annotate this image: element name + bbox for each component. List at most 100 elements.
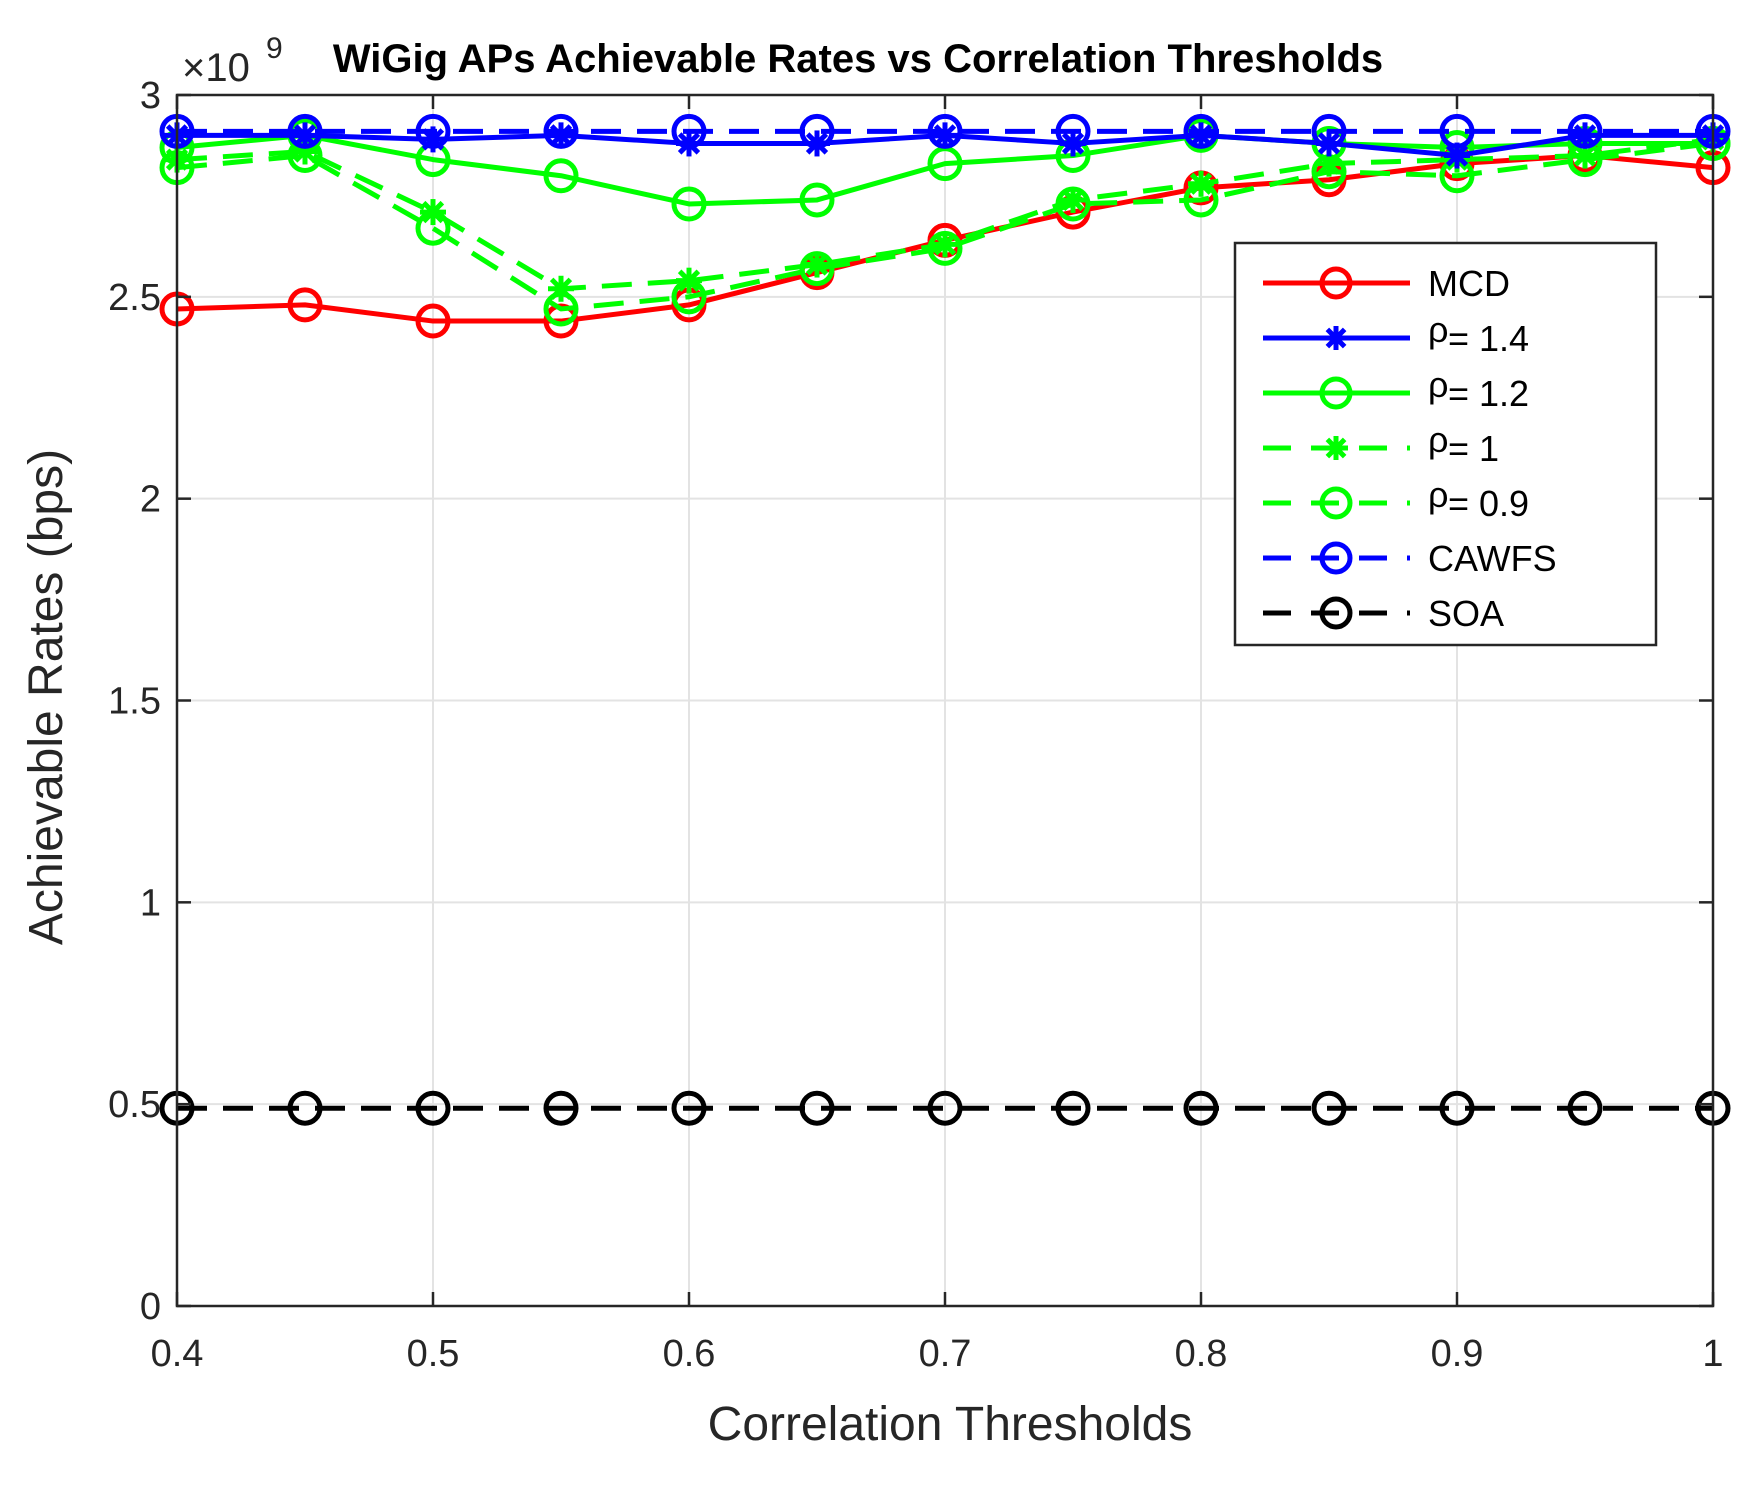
data-point-mcd [287,287,323,323]
legend-box [1233,241,1658,647]
tick-layer: 0.4 0.5 0.6 0.7 0.8 0.9 1 0 0.5 1 1.5 2 2.5 3 [108,75,1723,1375]
legend-marker [1324,326,1348,350]
data-point-soa [671,1090,707,1126]
asterisk-stroke [677,132,701,155]
data-point-rho-1-2 [671,186,707,222]
y-tick-label: 1.5 [108,681,161,723]
data-point-rho-0-9 [1055,186,1091,222]
data-point-rho-0-9 [799,251,835,287]
legend-entry-rho-1-4: ρ = 1.4 [1263,309,1529,359]
data-point-soa [1567,1090,1603,1126]
data-point-rho-1-4 [1060,130,1086,157]
data-point-soa [1439,1090,1475,1126]
asterisk-stroke [1061,132,1085,155]
data-point-soa [1055,1090,1091,1126]
series-line-rho-0-9 [176,140,1714,312]
data-point-rho-1-4 [292,122,318,149]
x-tick-label: 1 [1702,1333,1723,1375]
data-point-rho-1-4 [1444,142,1470,169]
asterisk-stroke [933,124,957,147]
data-point-soa [799,1090,835,1126]
legend-marker [1319,266,1353,300]
y-tick-label: 2.5 [108,277,161,319]
y-axis-label: Achievable Rates (bps) [20,449,73,945]
x-tick-label: 0.7 [919,1333,972,1375]
data-point-rho-1-4 [1316,130,1342,157]
asterisk-stroke [421,128,445,151]
y-axis-exponent: 9 [266,32,283,65]
data-point-soa [543,1090,579,1126]
data-point-rho-1-4 [420,126,446,153]
data-point-rho-0-9 [1183,182,1219,218]
asterisk-stroke [1573,124,1597,147]
asterisk-stroke [1445,144,1469,167]
data-point-rho-1-4 [1572,122,1598,149]
legend-label: CAWFS [1428,538,1557,579]
legend-marker [1319,541,1353,575]
legend-entry-soa: SOA [1263,593,1504,634]
legend-label: = 1.2 [1448,373,1529,414]
asterisk-stroke [549,124,573,147]
legend-symbol: ρ [1428,309,1448,350]
legend-entry-cawfs: CAWFS [1263,538,1557,579]
y-tick-label: 0 [140,1286,161,1328]
legend-entry-rho-1: ρ = 1 [1263,419,1499,469]
y-tick-label: 1 [140,882,161,924]
asterisk-stroke [1325,327,1347,349]
legend-entry-rho-1-2: ρ = 1.2 [1263,364,1529,414]
x-tick-label: 0.9 [1431,1333,1484,1375]
data-point-rho-1-4 [1188,122,1214,149]
data-point-rho-0-9 [415,210,451,246]
legend-entry-rho-0-9: ρ = 0.9 [1263,474,1529,524]
legend-symbol: ρ [1428,364,1448,405]
legend-marker [1319,376,1353,410]
data-point-rho-1-2 [799,182,835,218]
legend-label: SOA [1428,593,1504,634]
legend-label: = 0.9 [1448,483,1529,524]
legend-label: = 1.4 [1448,318,1529,359]
x-tick-label: 0.6 [663,1333,716,1375]
data-point-rho-1-4 [932,122,958,149]
y-tick-label: 3 [140,75,161,117]
asterisk-stroke [805,253,829,276]
asterisk-stroke [1325,437,1347,459]
data-point-rho-1-4 [676,130,702,157]
legend-label: MCD [1428,263,1510,304]
y-tick-label: 0.5 [108,1084,161,1126]
data-point-rho-0-9 [671,279,707,315]
data-point-rho-1-2 [543,158,579,194]
x-tick-label: 0.8 [1175,1333,1228,1375]
legend-entry-mcd: MCD [1263,263,1510,304]
asterisk-stroke [805,132,829,155]
y-tick-label: 2 [140,479,161,521]
y-axis-exponent-prefix: ×10 [182,46,250,90]
data-point-soa [415,1090,451,1126]
legend-symbol: ρ [1428,474,1448,515]
data-point-soa [1311,1090,1347,1126]
legend-label: = 1 [1448,428,1499,469]
data-point-rho-1-4 [804,130,830,157]
data-point-rho-0-9 [543,291,579,327]
legend-marker [1319,486,1353,520]
legend-marker [1324,436,1348,460]
legend-symbol: ρ [1428,419,1448,460]
chart-title: WiGig APs Achievable Rates vs Correlatio… [333,37,1383,81]
x-axis-label: Correlation Thresholds [708,1398,1193,1451]
asterisk-stroke [1317,132,1341,155]
asterisk-stroke [293,124,317,147]
data-point-rho-1-4 [548,122,574,149]
data-point-mcd [415,303,451,339]
series-rho-1-4 [164,122,1726,169]
data-point-soa [927,1090,963,1126]
legend-marker [1319,596,1353,630]
x-tick-label: 0.5 [407,1333,460,1375]
asterisk-stroke [1573,144,1597,167]
data-point-soa [1183,1090,1219,1126]
data-point-soa [287,1090,323,1126]
data-point-rho-0-9 [927,230,963,266]
x-tick-label: 0.4 [151,1333,204,1375]
